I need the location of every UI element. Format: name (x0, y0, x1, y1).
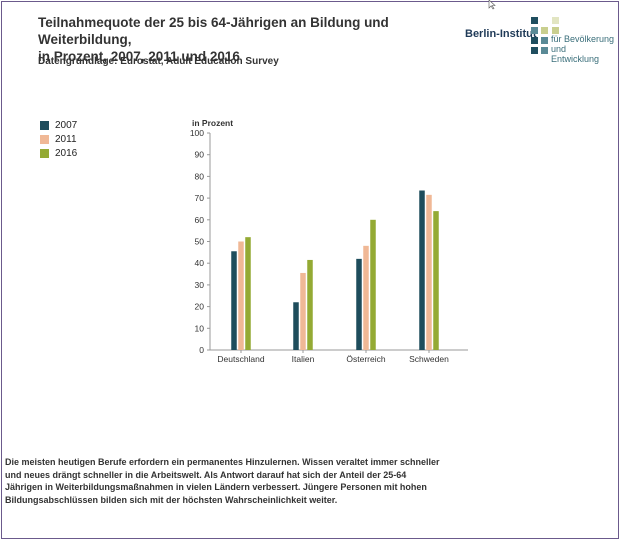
logo-square (541, 47, 548, 54)
logo-square (531, 27, 538, 34)
bar-italien-2016 (307, 259, 313, 350)
legend-item-2007: 2007 (40, 118, 77, 132)
bar-schweden-2007 (419, 190, 425, 350)
y-tick-label: 50 (195, 237, 205, 247)
logo-square (552, 17, 559, 24)
bar-italien-2007 (293, 302, 299, 350)
legend-swatch (40, 134, 49, 144)
chart-title: Teilnahmequote der 25 bis 64-Jährigen an… (38, 14, 418, 65)
logo-square (541, 27, 548, 34)
logo-tagline-line2: und Entwicklung (551, 44, 600, 64)
bar-österreich-2016 (370, 219, 376, 350)
y-tick-label: 80 (195, 171, 205, 181)
y-tick-label: 60 (195, 215, 205, 225)
y-tick-label: 30 (195, 280, 205, 290)
logo-square (531, 47, 538, 54)
logo-name: Berlin-Institut (465, 28, 537, 40)
chart-title-line2: in Prozent, 2007, 2011 und 2016 (38, 49, 240, 64)
y-tick-label: 90 (195, 150, 205, 160)
logo-tagline: für Bevölkerung und Entwicklung (551, 34, 615, 64)
legend-label: 2011 (55, 133, 77, 145)
bar-italien-2011 (300, 272, 306, 350)
berlin-institut-logo: Berlin-Institut für Bevölkerung und Entw… (465, 14, 615, 64)
y-axis-label: in Prozent (192, 118, 233, 128)
bar-schweden-2016 (433, 211, 439, 350)
legend-item-2011: 2011 (40, 132, 77, 146)
bar-österreich-2011 (363, 245, 369, 350)
y-tick-label: 70 (195, 193, 205, 203)
logo-square (531, 17, 538, 24)
chart-title-line1: Teilnahmequote der 25 bis 64-Jährigen an… (38, 15, 389, 47)
bar-deutschland-2011 (238, 241, 244, 350)
legend-label: 2007 (55, 119, 78, 131)
x-tick-label: Italien (292, 354, 315, 364)
logo-tagline-line1: für Bevölkerung (551, 34, 615, 44)
legend-label: 2016 (55, 147, 78, 159)
legend-swatch (40, 148, 49, 158)
x-tick-label: Schweden (409, 354, 449, 364)
bar-schweden-2011 (426, 194, 432, 350)
bar-deutschland-2007 (231, 251, 237, 350)
description-paragraph: Die meisten heutigen Berufe erfordern ei… (5, 457, 440, 505)
logo-square (552, 27, 559, 34)
y-tick-label: 40 (195, 258, 205, 268)
y-tick-label: 20 (195, 302, 205, 312)
mouse-cursor-icon (488, 0, 496, 10)
bar-österreich-2007 (356, 258, 362, 350)
y-tick-label: 100 (190, 128, 204, 138)
logo-square (541, 37, 548, 44)
bar-deutschland-2016 (245, 237, 251, 350)
chart-subtitle: Datengrundlage: Eurostat, Adult Educatio… (38, 56, 279, 67)
x-tick-label: Österreich (346, 354, 385, 364)
logo-square (531, 37, 538, 44)
y-tick-label: 0 (199, 345, 204, 355)
x-tick-label: Deutschland (217, 354, 265, 364)
legend-item-2016: 2016 (40, 146, 77, 160)
y-tick-label: 10 (195, 323, 205, 333)
legend-swatch (40, 120, 49, 130)
chart-legend: 2007 2011 2016 (40, 118, 77, 160)
